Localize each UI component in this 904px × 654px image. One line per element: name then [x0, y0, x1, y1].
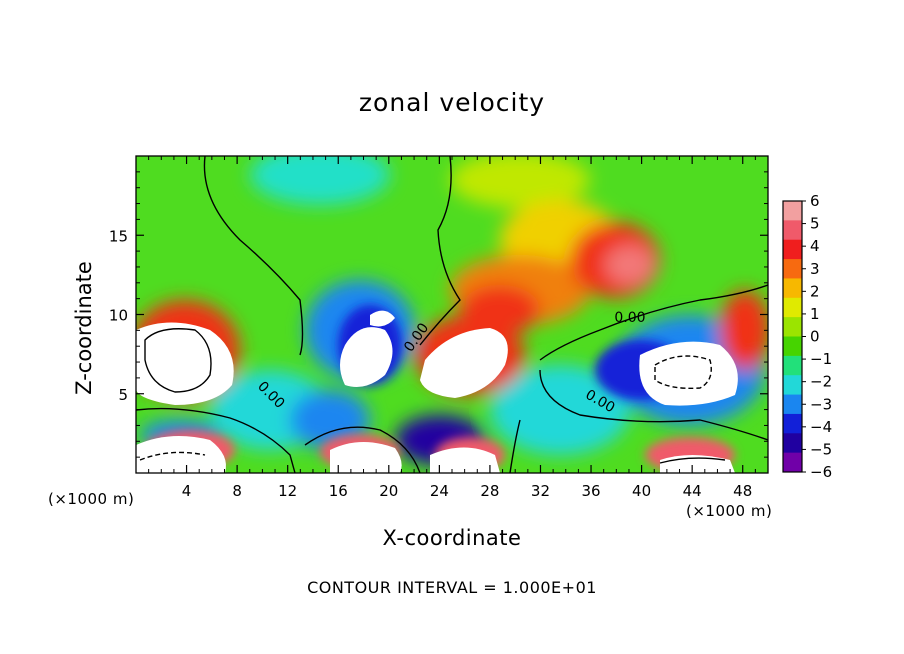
colorbar-segment	[783, 336, 802, 357]
colorbar-segment	[783, 297, 802, 318]
colorbar-segment	[783, 433, 802, 454]
colorbar-tick-label: 2	[810, 282, 820, 300]
colorbar-tick-label: −5	[810, 440, 832, 458]
y-tick-label: 10	[109, 307, 128, 325]
x-tick-label: 20	[379, 482, 398, 500]
colorbar-segment	[783, 375, 802, 396]
colorbar-tick-label: 4	[810, 237, 820, 255]
colorbar-segment	[783, 413, 802, 434]
colorbar-segment	[783, 220, 802, 241]
x-unit-note-left: (×1000 m)	[48, 490, 135, 508]
x-axis-label: X-coordinate	[382, 526, 522, 550]
colorbar-segment	[783, 239, 802, 260]
colorbar-segment	[783, 278, 802, 299]
y-tick-label: 5	[118, 386, 128, 404]
colorbar-tick-label: −4	[810, 418, 832, 436]
x-axis-ticks: 4 8 12 16 20 24 28 32 36 40 44 48	[148, 156, 756, 500]
contour-interval-note: CONTOUR INTERVAL = 1.000E+01	[307, 578, 597, 597]
colorbar-tick-label: 6	[810, 192, 820, 210]
x-tick-label: 8	[232, 482, 242, 500]
x-tick-label: 48	[733, 482, 752, 500]
colorbar-tick-label: −6	[810, 463, 832, 481]
colorbar-segment	[783, 394, 802, 415]
colorbar-segment	[783, 317, 802, 337]
x-tick-label: 16	[329, 482, 348, 500]
x-tick-label: 4	[182, 482, 192, 500]
x-unit-note-right: (×1000 m)	[686, 502, 773, 520]
colorbar-tick-label: 0	[810, 328, 820, 346]
colorbar-segment	[783, 452, 802, 473]
x-tick-label: 44	[683, 482, 702, 500]
colorbar-segment	[783, 201, 802, 221]
y-axis-ticks: 5 10 15	[109, 171, 768, 458]
colorbar: 6 5 4 3 2 1 0 −1 −2 −3 −4 −5 −6	[782, 192, 832, 481]
colorbar-tick-label: −2	[810, 373, 832, 391]
x-tick-label: 36	[581, 482, 600, 500]
x-tick-label: 40	[632, 482, 651, 500]
contour-label: 0.00	[614, 310, 645, 326]
colorbar-tick-label: −1	[810, 350, 832, 368]
colorbar-tick-label: −3	[810, 395, 832, 413]
x-tick-label: 28	[480, 482, 499, 500]
x-tick-label: 24	[430, 482, 449, 500]
y-tick-label: 15	[109, 227, 128, 245]
colorbar-segment	[783, 355, 802, 376]
chart-title: zonal velocity	[358, 88, 546, 117]
x-tick-label: 12	[278, 482, 297, 500]
velocity-field	[136, 156, 768, 473]
colorbar-segment	[783, 259, 802, 279]
x-tick-label: 32	[531, 482, 550, 500]
colorbar-tick-label: 5	[810, 215, 820, 233]
colorbar-tick-label: 3	[810, 260, 820, 278]
colorbar-tick-label: 1	[810, 305, 820, 323]
